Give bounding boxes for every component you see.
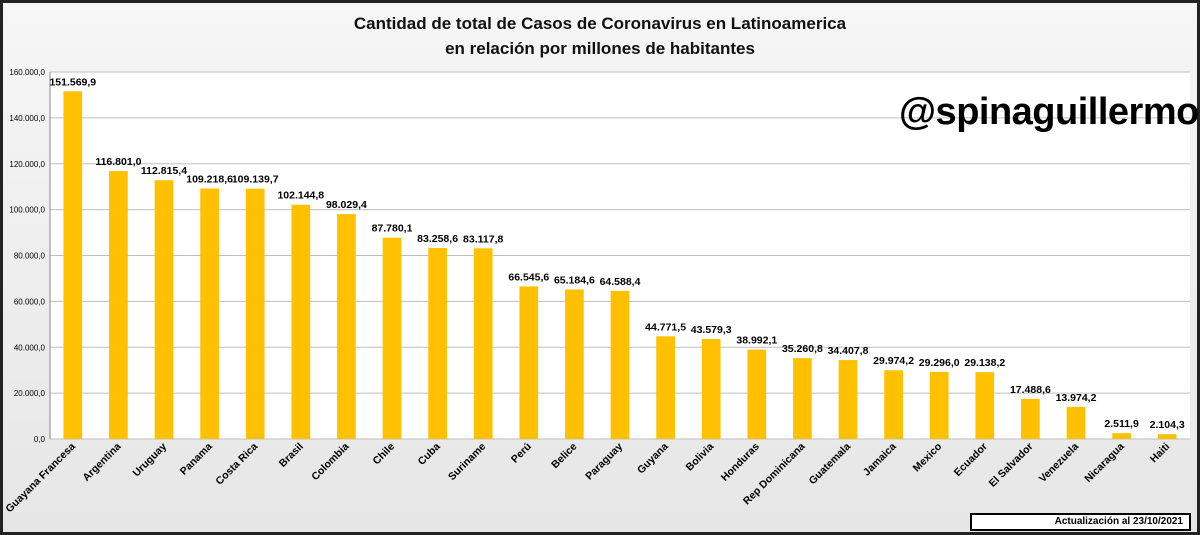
bar: [428, 248, 447, 439]
value-label: 109.218,6: [186, 173, 233, 185]
bar: [701, 339, 721, 439]
x-tick-label: El Salvador: [987, 441, 1036, 490]
y-tick-label: 100.000,0: [9, 206, 45, 215]
bar: [838, 360, 858, 439]
y-tick-label: 20.000,0: [14, 389, 46, 398]
bar: [565, 289, 584, 439]
bar: [1157, 434, 1177, 439]
x-tick-label: Uruguay: [131, 441, 170, 480]
bar: [63, 91, 83, 439]
bars: [63, 91, 1177, 439]
x-tick-label: Chile: [370, 441, 397, 468]
author-handle: @spinaguillermo: [899, 91, 1199, 133]
x-tick-label: Guyana: [635, 441, 671, 477]
value-label: 38.992,1: [736, 335, 777, 347]
bar: [975, 372, 995, 439]
value-label: 2.511,9: [1104, 418, 1139, 430]
y-tick-label: 160.000,0: [9, 68, 45, 77]
value-label: 151.569,9: [49, 76, 96, 88]
y-tick-label: 140.000,0: [9, 114, 45, 123]
x-tick-label: Suriname: [446, 441, 488, 483]
value-label: 112.815,4: [141, 165, 187, 177]
y-axis: 0,0 20.000,0 40.000,0 60.000,0 80.000,0 100.0…: [9, 68, 51, 444]
x-tick-label: Jamaica: [861, 441, 899, 479]
x-tick-label: Argentina: [80, 441, 123, 484]
y-tick-label: 40.000,0: [14, 343, 46, 352]
bar: [245, 188, 265, 439]
bar: [884, 370, 903, 439]
x-tick-label: Mexico: [911, 441, 945, 475]
x-tick-label: Guayana Francesa: [3, 441, 78, 516]
x-tick-label: Colombia: [309, 441, 351, 483]
value-label: 64.588,4: [600, 276, 641, 288]
x-tick-label: Bolivia: [683, 441, 716, 474]
x-axis-labels: Guayana Francesa Argentina Uruguay PanamaCo…: [3, 441, 1172, 516]
x-tick-label: Nicaragua: [1082, 441, 1127, 486]
bar: [291, 204, 311, 439]
bar: [1021, 398, 1040, 439]
x-tick-label: Brasil: [277, 441, 306, 470]
x-tick-label: Belice: [549, 441, 579, 471]
bar: [473, 248, 493, 439]
value-label: 83.258,6: [417, 233, 458, 245]
bar: [793, 358, 812, 439]
value-label: 44.771,5: [645, 321, 686, 333]
x-tick-label: Panama: [178, 441, 215, 478]
bar: [1112, 433, 1131, 439]
update-note: Actualización al 23/10/2021: [970, 513, 1191, 531]
value-label: 109.139,7: [232, 174, 279, 186]
bar: [610, 290, 630, 439]
x-tick-label: Cuba: [416, 441, 443, 468]
x-tick-label: Costa Rica: [213, 441, 260, 488]
bar: [1066, 406, 1086, 439]
value-label: 98.029,4: [326, 199, 367, 211]
bar: [337, 214, 356, 439]
x-tick-label: Ecuador: [952, 441, 990, 479]
bar: [382, 237, 402, 439]
y-tick-label: 120.000,0: [9, 160, 45, 169]
value-label: 29.138,2: [964, 357, 1005, 369]
y-tick-label: 80.000,0: [14, 252, 46, 261]
value-label: 17.488,6: [1010, 384, 1051, 396]
value-label: 43.579,3: [691, 324, 732, 336]
value-label: 13.974,2: [1056, 392, 1097, 404]
value-label: 29.974,2: [873, 355, 914, 367]
value-label: 116.801,0: [95, 156, 141, 168]
bar: [109, 171, 128, 439]
y-tick-label: 0,0: [34, 435, 46, 444]
value-label: 66.545,6: [508, 271, 549, 283]
value-label: 29.296,0: [919, 357, 960, 369]
value-label: 35.260,8: [782, 343, 823, 355]
value-label: 34.407,8: [828, 345, 869, 357]
chart-title-line-1: Cantidad de total de Casos de Coronaviru…: [353, 14, 847, 33]
bar: [200, 188, 219, 439]
x-tick-label: Honduras: [719, 441, 762, 484]
bar: [747, 349, 767, 439]
x-tick-label: Haiti: [1148, 441, 1173, 466]
x-tick-label: Guatemala: [807, 441, 854, 488]
value-label: 87.780,1: [372, 223, 413, 235]
value-labels: 151.569,9 116.801,0112.815,4109.218,6109.…: [49, 76, 1184, 431]
value-label: 65.184,6: [554, 274, 595, 286]
value-label: 2.104,3: [1150, 419, 1185, 431]
bar: [929, 371, 949, 439]
value-label: 83.117,8: [463, 233, 503, 245]
bar: [519, 286, 539, 439]
x-tick-label: Venezuela: [1037, 441, 1082, 486]
value-label: 102.144,8: [277, 190, 324, 202]
bar-chart: 0,0 20.000,0 40.000,0 60.000,0 80.000,0 100.0…: [3, 68, 1190, 516]
x-tick-label: Perú: [509, 441, 534, 466]
bar: [656, 336, 675, 439]
y-tick-label: 60.000,0: [14, 297, 46, 306]
chart-title: Cantidad de total de Casos de Coronaviru…: [3, 11, 1197, 61]
bar: [154, 180, 174, 439]
chart-title-line-2: en relación por millones de habitantes: [445, 39, 755, 58]
x-tick-label: Paraguay: [583, 441, 625, 483]
